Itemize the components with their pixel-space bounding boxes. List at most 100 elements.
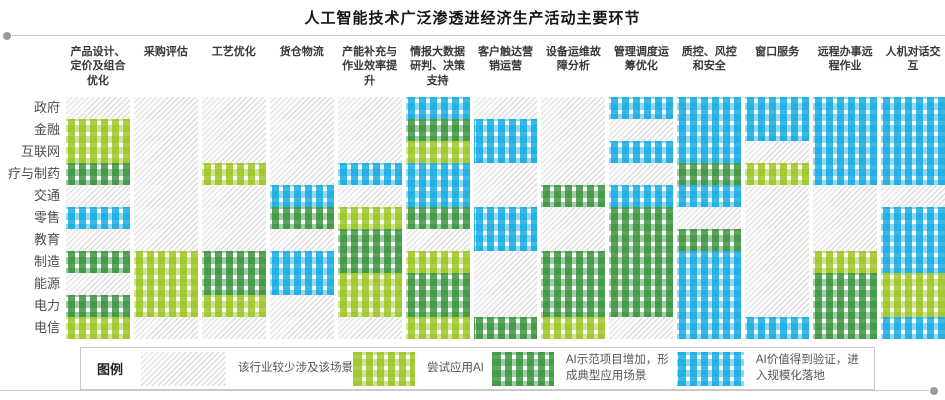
matrix-cell xyxy=(609,141,674,163)
matrix-cell xyxy=(813,251,878,273)
matrix-cell xyxy=(541,229,606,251)
column-header: 人机对话交互 xyxy=(885,46,941,73)
matrix-cell xyxy=(66,229,130,251)
legend-label: 尝试应用AI xyxy=(427,361,484,374)
matrix-cell xyxy=(473,163,538,185)
legend-item: 该行业较少涉及该场景 xyxy=(141,351,354,386)
legend-swatch xyxy=(676,351,744,386)
matrix-cell xyxy=(337,141,402,163)
matrix-cell xyxy=(677,119,742,141)
row-label: 金融 xyxy=(33,122,60,137)
matrix-cell xyxy=(813,207,878,229)
row-label: 交通 xyxy=(33,188,60,203)
matrix-cell xyxy=(881,185,945,207)
top-divider-line xyxy=(3,31,945,40)
matrix-cell xyxy=(337,229,402,251)
heatmap-matrix: 产品设计、定价及组合优化 采购评估 工艺优化 货仓物流 产能补充与作业效率提升 情报大数据… xyxy=(0,45,945,339)
matrix-cell xyxy=(881,97,945,119)
matrix-cell xyxy=(405,273,470,295)
matrix-corner xyxy=(0,45,62,97)
column-header: 远程办事远程作业 xyxy=(817,46,873,73)
matrix-cell xyxy=(813,163,878,185)
row-label: 制造 xyxy=(33,254,60,269)
divider-dot-left xyxy=(3,31,11,40)
legend-label: AI价值得到验证，进入规模化落地 xyxy=(755,353,859,382)
legend-item: 尝试应用AI xyxy=(353,351,484,386)
matrix-cell xyxy=(269,317,334,339)
legend-swatch xyxy=(353,351,416,386)
column-header: 货仓物流 xyxy=(279,46,324,58)
matrix-cell xyxy=(745,251,810,273)
matrix-cell xyxy=(473,119,538,141)
matrix-cell xyxy=(541,317,606,339)
matrix-cell xyxy=(677,317,742,339)
matrix-cell xyxy=(677,251,742,273)
matrix-cell xyxy=(66,141,130,163)
matrix-cell xyxy=(405,229,470,251)
matrix-cell xyxy=(677,163,742,185)
matrix-cell xyxy=(66,163,130,185)
column-header: 质控、风控和安全 xyxy=(681,46,737,73)
matrix-cell xyxy=(541,207,606,229)
matrix-cell xyxy=(201,141,266,163)
legend-swatch xyxy=(491,351,554,386)
matrix-cell xyxy=(405,251,470,273)
matrix-cell xyxy=(609,119,674,141)
matrix-cell xyxy=(269,207,334,229)
matrix-cell xyxy=(201,163,266,185)
matrix-cell xyxy=(473,141,538,163)
column-header: 产能补充与作业效率提升 xyxy=(342,46,398,87)
matrix-cell xyxy=(541,295,606,317)
column-header: 工艺优化 xyxy=(211,46,256,58)
legend-label: 该行业较少涉及该场景 xyxy=(238,361,354,374)
matrix-cell xyxy=(473,185,538,207)
matrix-cell xyxy=(337,251,402,273)
matrix-cell xyxy=(609,185,674,207)
legend-item: AI价值得到验证，进入规模化落地 xyxy=(676,351,860,386)
column-header: 客户触达营销运营 xyxy=(477,46,533,73)
row-label: 电力 xyxy=(33,298,60,313)
matrix-cell xyxy=(269,119,334,141)
matrix-cell xyxy=(813,97,878,119)
matrix-cell xyxy=(473,97,538,119)
matrix-cell xyxy=(541,273,606,295)
matrix-cell xyxy=(541,97,606,119)
matrix-cell xyxy=(813,295,878,317)
matrix-cell xyxy=(541,119,606,141)
matrix-cell xyxy=(813,229,878,251)
legend: 图例 该行业较少涉及该场景 尝试应用AI AI示范项目增加，形成典型应用场景 AI价值… xyxy=(80,347,875,390)
matrix-cell xyxy=(473,273,538,295)
matrix-cell xyxy=(813,141,878,163)
matrix-cell xyxy=(677,185,742,207)
matrix-cell xyxy=(541,185,606,207)
matrix-cell xyxy=(541,141,606,163)
matrix-cell xyxy=(609,97,674,119)
matrix-cell xyxy=(405,97,470,119)
matrix-cell xyxy=(337,119,402,141)
row-label: 电信 xyxy=(33,320,60,335)
matrix-cell xyxy=(745,207,810,229)
matrix-cell xyxy=(745,229,810,251)
legend-title: 图例 xyxy=(97,362,124,377)
matrix-cell xyxy=(66,317,130,339)
matrix-cell xyxy=(881,317,945,339)
matrix-cell xyxy=(881,141,945,163)
divider-dot-right xyxy=(930,386,938,395)
matrix-cell xyxy=(609,251,674,273)
matrix-cell xyxy=(881,229,945,251)
row-label: 教育 xyxy=(33,232,60,247)
matrix-cell xyxy=(745,97,810,119)
matrix-cell xyxy=(609,163,674,185)
matrix-cell xyxy=(813,185,878,207)
matrix-cell xyxy=(269,295,334,317)
matrix-cell xyxy=(133,163,198,185)
matrix-cell xyxy=(609,317,674,339)
matrix-cell xyxy=(609,229,674,251)
matrix-cell xyxy=(337,295,402,317)
matrix-cell xyxy=(405,119,470,141)
matrix-cell xyxy=(881,119,945,141)
matrix-cell xyxy=(609,295,674,317)
row-label: 互联网 xyxy=(20,144,60,159)
matrix-cell xyxy=(745,141,810,163)
matrix-cell xyxy=(66,251,130,273)
